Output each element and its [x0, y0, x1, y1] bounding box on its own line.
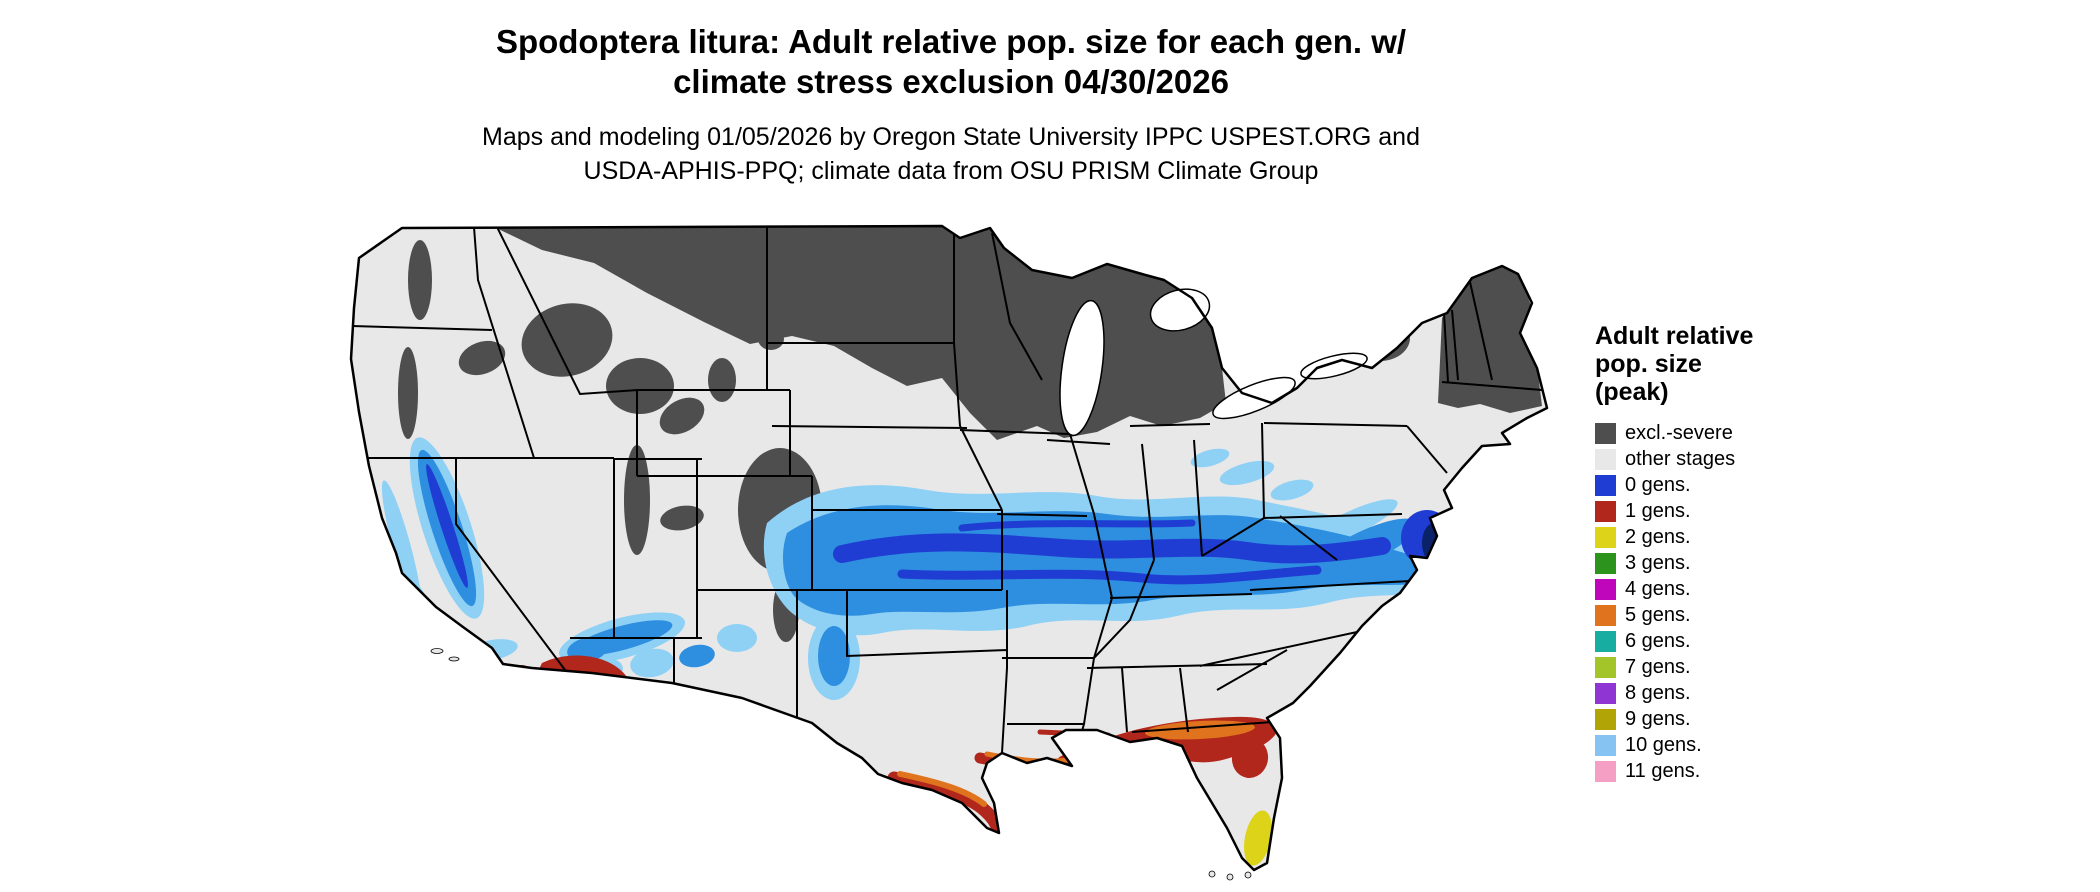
legend-swatch — [1595, 500, 1616, 522]
legend-item-label: 11 gens. — [1625, 760, 1701, 782]
region-gen0-dark — [833, 519, 1391, 585]
great-lakes — [1059, 288, 1368, 437]
legend-item: 1 gens. — [1595, 498, 1855, 524]
region-gen2-yellow — [1244, 810, 1272, 866]
legend-swatch — [1595, 578, 1616, 600]
legend-item-label: other stages — [1625, 448, 1736, 470]
channel-island — [448, 656, 460, 662]
legend-title-line-2: pop. size — [1595, 350, 1702, 378]
lake-ontario — [1300, 352, 1368, 380]
legend: Adult relative pop. size (peak) excl.-se… — [1595, 322, 1855, 784]
legend-swatch — [1595, 656, 1616, 678]
legend-item: excl.-severe — [1595, 420, 1855, 446]
state-borders — [351, 226, 1543, 767]
legend-swatch — [1595, 708, 1616, 730]
legend-item: 4 gens. — [1595, 576, 1855, 602]
us-generations-map — [342, 218, 1557, 883]
legend-swatch — [1595, 682, 1616, 704]
legend-item: 7 gens. — [1595, 654, 1855, 680]
us-outline — [349, 224, 1549, 872]
legend-item: other stages — [1595, 446, 1855, 472]
legend-item-label: 2 gens. — [1625, 526, 1691, 548]
legend-swatch — [1595, 552, 1616, 574]
title-line-1: Spodoptera litura: Adult relative pop. s… — [495, 23, 1407, 60]
legend-swatch — [1595, 474, 1616, 496]
legend-title-line-3: (peak) — [1595, 378, 1669, 406]
lake-huron — [1149, 288, 1211, 332]
legend-item-label: 3 gens. — [1625, 552, 1691, 574]
florida-keys-dot — [1208, 870, 1216, 878]
legend-item-label: 9 gens. — [1625, 708, 1691, 730]
legend-item-label: 4 gens. — [1625, 578, 1691, 600]
channel-island — [430, 648, 444, 654]
us-map-svg — [349, 224, 1549, 881]
legend-item-label: 5 gens. — [1625, 604, 1691, 626]
legend-swatch — [1595, 604, 1616, 626]
legend-swatch — [1595, 422, 1616, 444]
legend-item: 5 gens. — [1595, 602, 1855, 628]
legend-swatch — [1595, 760, 1616, 782]
legend-item: 11 gens. — [1595, 758, 1855, 784]
legend-item: 0 gens. — [1595, 472, 1855, 498]
page-subtitle: Maps and modeling 01/05/2026 by Oregon S… — [0, 120, 1902, 188]
legend-items: excl.-severe other stages 0 gens. 1 gens… — [1595, 420, 1855, 784]
region-gen1-orange-strokes — [897, 751, 1070, 807]
florida-keys-dot — [1244, 871, 1252, 879]
legend-item: 10 gens. — [1595, 732, 1855, 758]
legend-item: 9 gens. — [1595, 706, 1855, 732]
legend-item: 3 gens. — [1595, 550, 1855, 576]
legend-swatch — [1595, 448, 1616, 470]
legend-item-label: 1 gens. — [1625, 500, 1691, 522]
legend-title: Adult relative pop. size (peak) — [1595, 322, 1855, 406]
lake-michigan — [1059, 299, 1105, 437]
legend-title-line-1: Adult relative — [1595, 322, 1754, 350]
legend-item: 2 gens. — [1595, 524, 1855, 550]
legend-swatch — [1595, 526, 1616, 548]
subtitle-line-2: USDA-APHIS-PPQ; climate data from OSU PR… — [583, 157, 1319, 185]
title-line-2: climate stress exclusion 04/30/2026 — [673, 63, 1229, 100]
region-excluded-severe — [398, 226, 1542, 642]
islands — [430, 648, 1252, 881]
page-title: Spodoptera litura: Adult relative pop. s… — [0, 22, 1902, 102]
legend-item-label: 8 gens. — [1625, 682, 1691, 704]
legend-item: 8 gens. — [1595, 680, 1855, 706]
legend-item: 6 gens. — [1595, 628, 1855, 654]
legend-item-label: 6 gens. — [1625, 630, 1691, 652]
legend-swatch — [1595, 630, 1616, 652]
legend-item-label: 7 gens. — [1625, 656, 1691, 678]
subtitle-line-1: Maps and modeling 01/05/2026 by Oregon S… — [482, 123, 1420, 151]
legend-swatch — [1595, 734, 1616, 756]
map-layers — [351, 226, 1547, 870]
legend-item-label: excl.-severe — [1625, 422, 1733, 444]
legend-item-label: 0 gens. — [1625, 474, 1691, 496]
florida-keys-dot — [1226, 873, 1234, 881]
legend-item-label: 10 gens. — [1625, 734, 1702, 756]
